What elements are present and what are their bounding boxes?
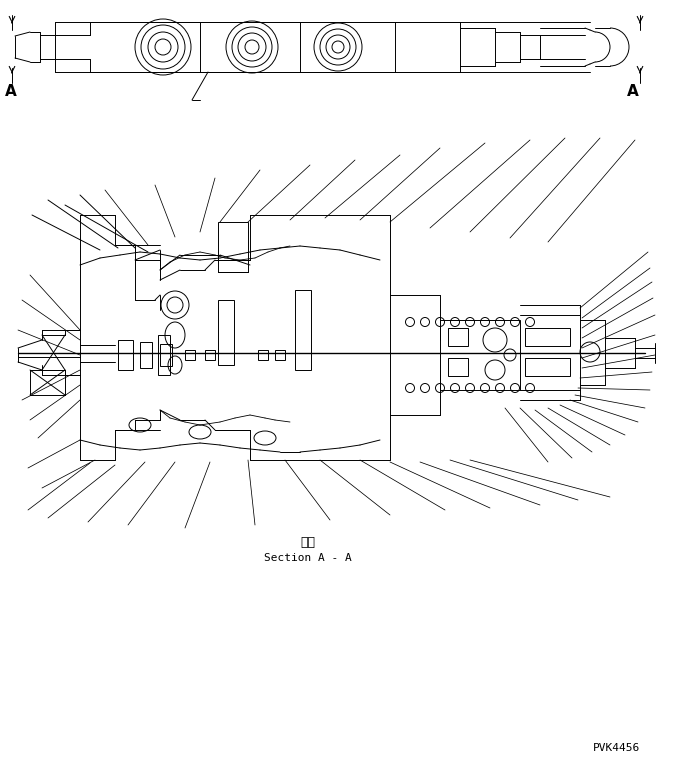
Bar — [440, 320, 520, 390]
Bar — [525, 358, 570, 376]
Text: A: A — [5, 85, 17, 99]
Bar — [118, 340, 133, 370]
Bar — [448, 358, 468, 376]
Bar — [218, 222, 248, 272]
Bar — [160, 344, 172, 366]
Bar — [218, 300, 234, 365]
Text: 断面: 断面 — [301, 537, 316, 550]
Bar — [525, 328, 570, 346]
Bar — [258, 350, 268, 360]
Bar — [448, 328, 468, 346]
Text: Section A - A: Section A - A — [264, 553, 352, 563]
Bar — [185, 350, 195, 360]
Bar — [295, 290, 311, 370]
Text: A: A — [627, 85, 639, 99]
Bar — [158, 335, 170, 375]
Bar — [205, 350, 215, 360]
Text: PVK4456: PVK4456 — [594, 743, 641, 753]
Bar — [275, 350, 285, 360]
Bar — [140, 342, 152, 368]
